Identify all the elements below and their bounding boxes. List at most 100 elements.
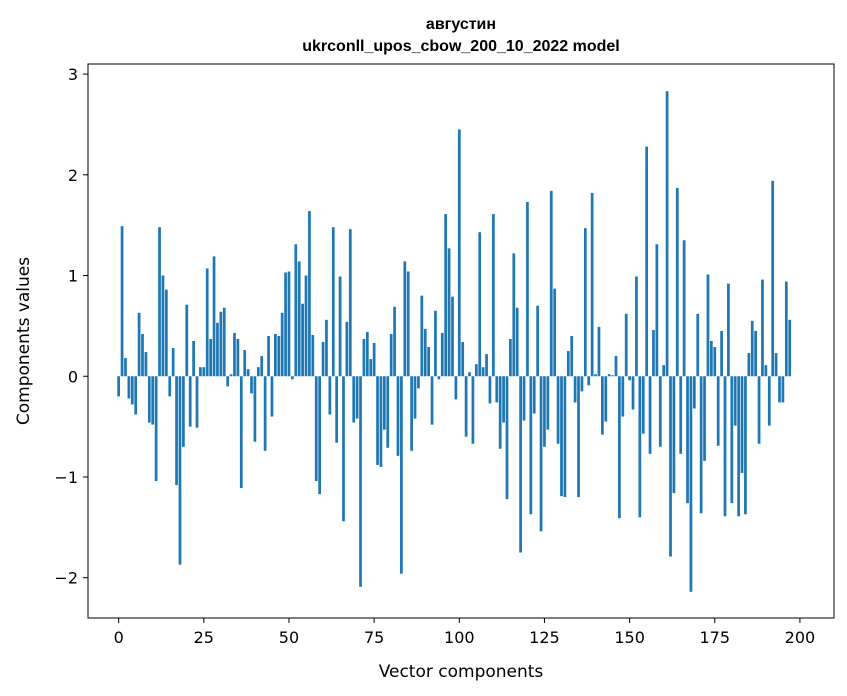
y-tick-label-3: 3 xyxy=(68,65,78,84)
bar-24 xyxy=(199,367,202,377)
bar-77 xyxy=(379,376,383,467)
bar-81 xyxy=(393,306,396,377)
bar-134 xyxy=(573,376,577,403)
bar-43 xyxy=(263,376,267,451)
bar-136 xyxy=(580,376,584,392)
bar-159 xyxy=(658,376,662,447)
bar-10 xyxy=(151,376,155,425)
bar-35 xyxy=(236,338,240,377)
bar-180 xyxy=(730,376,734,504)
bar-144 xyxy=(607,374,611,377)
bar-61 xyxy=(325,319,328,377)
bar-149 xyxy=(624,313,628,377)
bar-51 xyxy=(291,376,294,380)
bar-188 xyxy=(757,376,761,444)
x-tick-label-150: 150 xyxy=(614,628,645,647)
bar-176 xyxy=(716,376,720,446)
bar-16 xyxy=(171,348,175,377)
bar-133 xyxy=(570,335,574,377)
bar-117 xyxy=(515,307,519,377)
bar-182 xyxy=(737,376,740,517)
bar-106 xyxy=(478,232,482,377)
x-axis: 0 25 50 75 100 125 150 175 200 xyxy=(114,618,815,647)
bar-175 xyxy=(713,347,717,377)
plot-frame xyxy=(87,63,835,619)
bar-39 xyxy=(250,376,253,394)
bar-126 xyxy=(546,376,550,430)
bar-0 xyxy=(117,376,121,397)
x-tick-label-75: 75 xyxy=(364,628,384,647)
bar-53 xyxy=(297,261,301,377)
bar-84 xyxy=(403,261,407,377)
y-tick-label-2: 2 xyxy=(68,166,78,185)
bar-153 xyxy=(638,376,642,518)
bar-37 xyxy=(243,350,247,377)
bar-11 xyxy=(154,376,158,482)
bar-95 xyxy=(440,332,444,377)
bar-191 xyxy=(767,376,771,426)
bar-184 xyxy=(744,376,747,515)
bar-179 xyxy=(727,283,730,377)
x-tick-label-0: 0 xyxy=(114,628,124,647)
bar-22 xyxy=(192,341,195,377)
bar-132 xyxy=(566,351,570,377)
bar-110 xyxy=(492,214,495,377)
bar-79 xyxy=(386,376,390,448)
bar-57 xyxy=(311,334,315,377)
bar-138 xyxy=(587,376,591,386)
bar-76 xyxy=(376,376,379,465)
bar-38 xyxy=(246,369,250,377)
bar-100 xyxy=(457,129,461,377)
bar-178 xyxy=(723,376,727,517)
bar-7 xyxy=(141,333,144,377)
bar-14 xyxy=(164,289,168,377)
bar-73 xyxy=(365,331,369,377)
bar-161 xyxy=(665,91,669,377)
bar-36 xyxy=(239,376,243,489)
bar-197 xyxy=(788,319,792,377)
bar-139 xyxy=(590,192,594,377)
bar-151 xyxy=(631,376,635,410)
bar-1 xyxy=(120,226,124,377)
bar-165 xyxy=(679,376,683,454)
bar-5 xyxy=(134,376,138,415)
bar-123 xyxy=(536,305,540,377)
bar-141 xyxy=(597,326,601,377)
bar-45 xyxy=(270,376,274,417)
bar-146 xyxy=(614,356,618,377)
y-axis-label: Components values xyxy=(14,257,34,425)
y-tick-label--1: −1 xyxy=(54,468,78,487)
bar-195 xyxy=(781,376,785,403)
bar-163 xyxy=(672,376,676,494)
bar-29 xyxy=(216,322,219,377)
bar-129 xyxy=(556,376,560,444)
bar-107 xyxy=(481,367,485,377)
bar-135 xyxy=(577,376,580,498)
bar-92 xyxy=(430,376,434,425)
bar-15 xyxy=(168,376,172,397)
bar-105 xyxy=(474,364,478,377)
bar-59 xyxy=(318,376,321,495)
bar-50 xyxy=(287,271,291,377)
bar-121 xyxy=(529,376,533,515)
bar-72 xyxy=(362,338,366,377)
bar-78 xyxy=(382,376,386,430)
y-tick-label-0: 0 xyxy=(68,367,78,386)
bar-54 xyxy=(301,303,304,377)
bar-49 xyxy=(284,272,287,377)
bar-series xyxy=(117,91,792,592)
bar-34 xyxy=(233,332,236,377)
bar-96 xyxy=(444,214,448,377)
bar-90 xyxy=(423,328,427,377)
x-axis-label: Vector components xyxy=(379,662,544,682)
bar-190 xyxy=(764,365,768,377)
bar-63 xyxy=(331,227,335,377)
bar-86 xyxy=(410,376,413,451)
bar-183 xyxy=(740,376,744,473)
bar-137 xyxy=(583,228,587,377)
bar-101 xyxy=(461,342,465,377)
bar-143 xyxy=(604,376,608,422)
bar-115 xyxy=(509,338,512,377)
bar-166 xyxy=(682,240,686,377)
